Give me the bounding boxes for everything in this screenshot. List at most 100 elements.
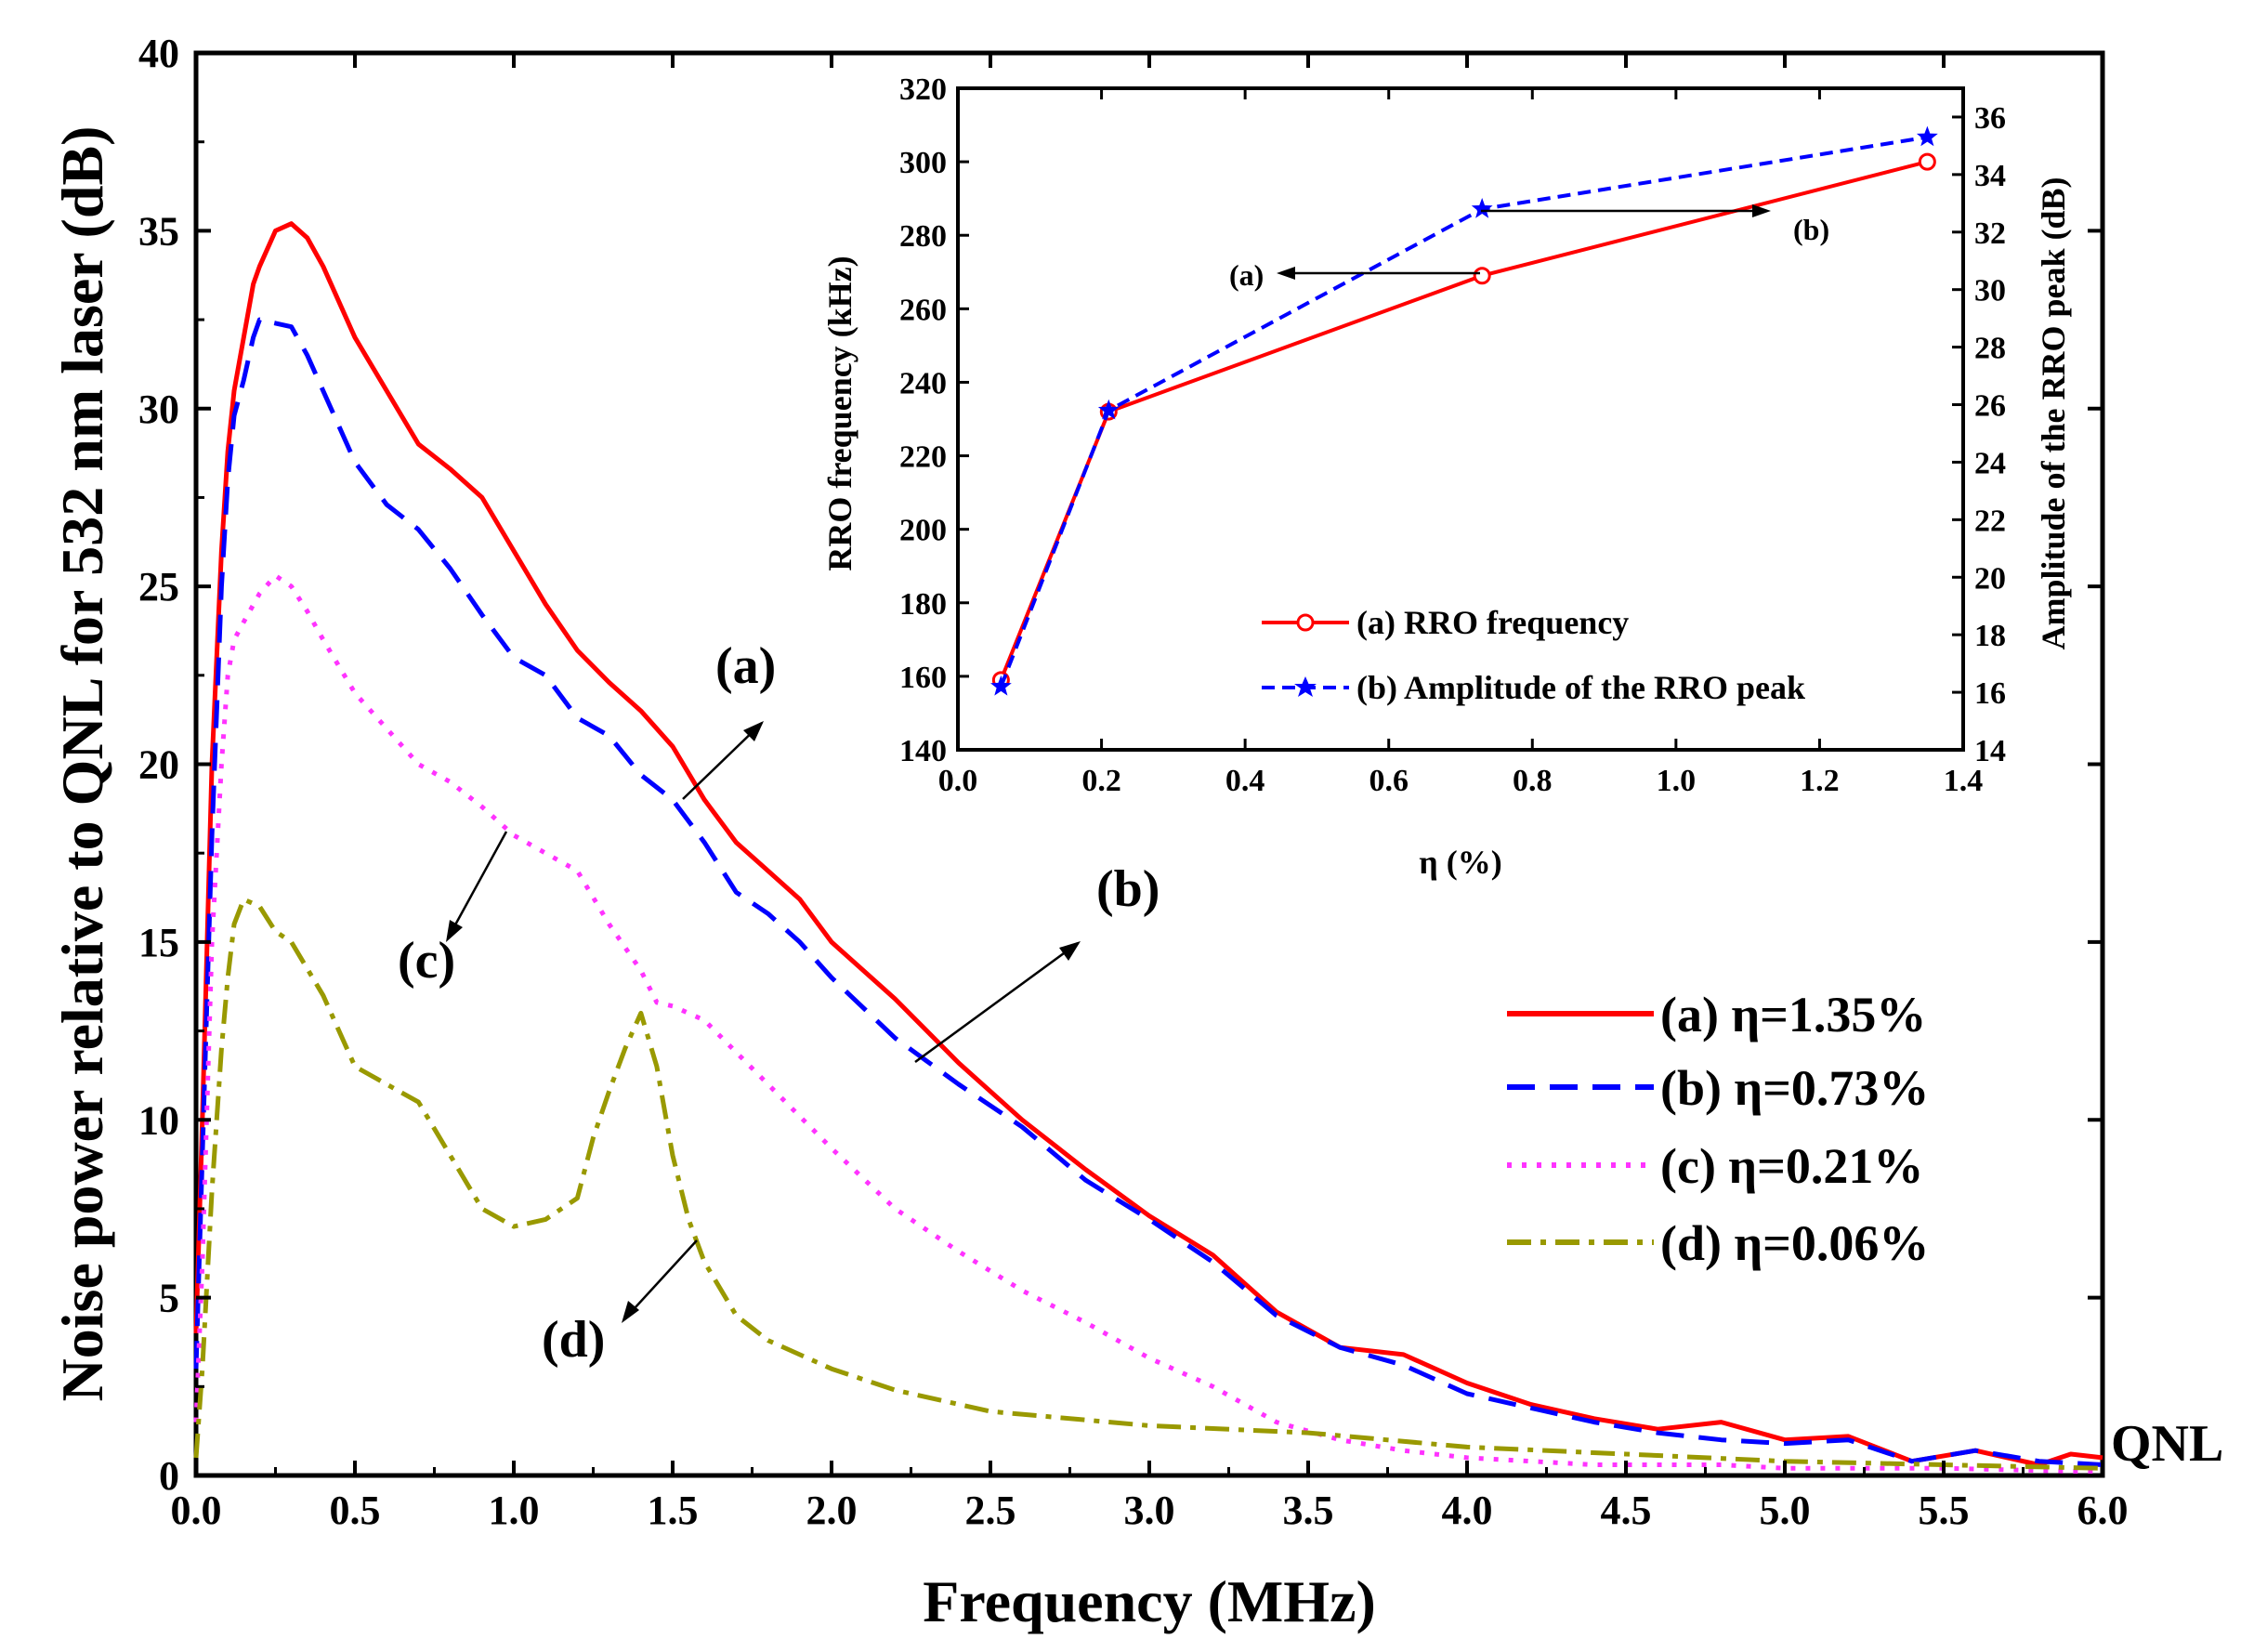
legend-label-d: (d) η=0.06% — [1660, 1215, 1929, 1271]
inset-x-tick-label: 1.4 — [1944, 764, 1984, 798]
x-tick-label: 1.0 — [489, 1488, 540, 1533]
inset-x-tick-label: 0.8 — [1513, 764, 1553, 798]
x-tick-label: 0.5 — [330, 1488, 381, 1533]
inset-y-right-tick-label: 16 — [1974, 676, 2006, 711]
inset-annotation-a-arrowhead — [1277, 267, 1295, 280]
inset-axes-layer: 0.0 0.2 0.4 0.6 0.8 1.0 1.2 1.4 140 160 180 200 220 2… — [899, 72, 2006, 798]
inset-y-tick-label: 300 — [899, 146, 947, 180]
inset-y-right-tick-label: 26 — [1974, 389, 2006, 424]
x-tick-label: 1.5 — [648, 1488, 699, 1533]
annotation-d-label: (d) — [542, 1311, 605, 1369]
inset-series-line-b — [999, 135, 1928, 688]
inset-y-right-tick-label: 34 — [1974, 159, 2006, 193]
series-line-a — [193, 221, 2103, 1467]
x-tick-label: 0.0 — [171, 1488, 222, 1533]
inset-y-right-tick-label: 20 — [1974, 561, 2006, 596]
inset-x-axis-title: η (%) — [1419, 844, 1501, 881]
annotation-a: (a) — [682, 637, 776, 800]
annotation-d-arrowhead — [622, 1301, 639, 1323]
inset-y-tick-label: 220 — [899, 440, 947, 475]
x-tick-label: 4.5 — [1601, 1488, 1652, 1533]
inset-marker-a — [1473, 267, 1491, 285]
y-tick-label: 0 — [159, 1453, 179, 1499]
inset-plot-frame — [956, 86, 1965, 752]
annotation-b-label: (b) — [1096, 860, 1160, 918]
annotation-a-label: (a) — [715, 637, 776, 695]
inset-y-right-tick-label: 22 — [1974, 504, 2006, 538]
inset-y-right-tick-label: 30 — [1974, 274, 2006, 308]
series-line-b — [193, 317, 2103, 1467]
inset-x-tick-label: 0.2 — [1081, 764, 1121, 798]
inset-y-tick-label: 180 — [899, 587, 947, 622]
inset-marker-a — [1918, 152, 1936, 171]
x-tick-label: 5.0 — [1760, 1488, 1811, 1533]
x-tick-label: 5.5 — [1919, 1488, 1970, 1533]
inset-y-axis-title: RRO frequency (kHz) — [821, 256, 858, 570]
x-tick-label: 3.0 — [1124, 1488, 1175, 1533]
inset-legend: (a) RRO frequency (b) Amplitude of the R… — [1262, 604, 1805, 706]
legend-label-a: (a) η=1.35% — [1660, 987, 1926, 1042]
y-tick-label: 25 — [138, 564, 179, 610]
main-axes-layer: 0.0 0.5 1.0 1.5 2.0 2.5 3.0 3.5 4.0 4.5 5.0 5.5 6.0 0… — [138, 31, 2129, 1533]
inset-y-right-tick-label: 32 — [1974, 216, 2006, 251]
inset-legend-marker-a — [1296, 613, 1315, 632]
inset-annotation-a-label: (a) — [1229, 258, 1264, 292]
annotation-a-arrowhead — [743, 721, 764, 741]
series-line-d — [193, 897, 2103, 1471]
legend-label-b: (b) η=0.73% — [1660, 1060, 1929, 1116]
annotation-b-arrow — [914, 941, 1079, 1064]
qnl-label: QNL — [2111, 1415, 2223, 1473]
legend-label-c: (c) η=0.21% — [1660, 1138, 1923, 1194]
inset-legend-marker-b — [1294, 676, 1317, 697]
inset-annotation-b: (b) — [1481, 204, 1829, 246]
y-tick-label: 10 — [138, 1097, 179, 1143]
inset-annotation-a: (a) — [1229, 258, 1480, 292]
inset-y-right-tick-label: 14 — [1974, 734, 2006, 768]
inset-legend-label-a: (a) RRO frequency — [1356, 604, 1629, 641]
x-tick-label: 3.5 — [1283, 1488, 1334, 1533]
y-tick-label: 40 — [138, 31, 179, 76]
y-tick-label: 5 — [159, 1276, 179, 1321]
x-tick-label: 4.0 — [1442, 1488, 1493, 1533]
main-legend: (a) η=1.35% (b) η=0.73% (c) η=0.21% (d) … — [1507, 987, 1929, 1271]
inset-y-tick-label: 160 — [899, 661, 947, 695]
inset-y-tick-label: 140 — [899, 734, 947, 768]
inset-y-tick-label: 280 — [899, 219, 947, 254]
y-tick-label: 30 — [138, 387, 179, 432]
inset-x-tick-label: 0.6 — [1369, 764, 1409, 798]
annotation-c: (c) — [398, 831, 508, 990]
main-x-axis-title: Frequency (MHz) — [923, 1568, 1376, 1634]
annotation-d-arrow — [623, 1239, 698, 1320]
inset-y-right-tick-label: 24 — [1974, 446, 2006, 480]
y-tick-label: 15 — [138, 920, 179, 965]
annotation-b: (b) — [914, 860, 1160, 1064]
inset-marker-b — [1097, 399, 1120, 420]
inset-x-tick-label: 1.0 — [1657, 764, 1697, 798]
annotation-c-arrowhead — [446, 920, 463, 942]
main-y-axis-title: Noise power relative to QNL for 532 nm l… — [49, 126, 115, 1402]
inset-marker-b — [1471, 198, 1493, 218]
y-tick-label: 20 — [138, 742, 179, 788]
series-line-c — [193, 573, 2103, 1475]
annotation-c-label: (c) — [398, 932, 455, 990]
inset-y-right-tick-label: 18 — [1974, 619, 2006, 653]
inset-x-tick-label: 0.4 — [1225, 764, 1265, 798]
inset-x-tick-label: 0.0 — [938, 764, 978, 798]
inset-marker-b — [990, 675, 1012, 696]
inset-series-layer — [990, 125, 1938, 696]
inset-legend-label-b: (b) Amplitude of the RRO peak — [1356, 669, 1805, 706]
inset-y-tick-label: 200 — [899, 514, 947, 548]
annotation-c-arrow — [446, 831, 508, 939]
inset-y-tick-label: 240 — [899, 366, 947, 400]
annotation-d: (d) — [542, 1239, 698, 1369]
inset-annotation-b-label: (b) — [1793, 213, 1829, 246]
inset-x-tick-label: 1.2 — [1800, 764, 1840, 798]
inset-y-right-tick-label: 36 — [1974, 101, 2006, 136]
inset-marker-b — [1916, 125, 1938, 147]
inset-y-tick-label: 260 — [899, 293, 947, 327]
annotation-b-arrowhead — [1059, 941, 1081, 961]
inset-y-tick-label: 320 — [899, 72, 947, 107]
inset-y-right-axis-title: Amplitude of the RRO peak (dB) — [2035, 177, 2072, 649]
inset-y-right-tick-label: 28 — [1974, 332, 2006, 366]
